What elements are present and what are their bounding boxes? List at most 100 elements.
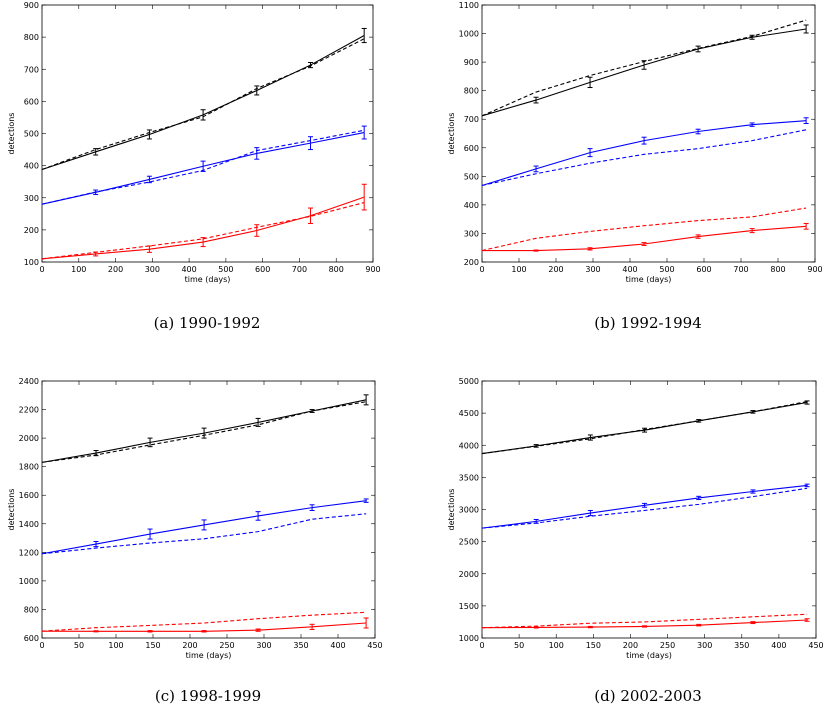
x-tick-label: 200 [182,641,197,650]
y-tick-label: 600 [24,634,39,643]
x-tick-label: 200 [108,265,123,274]
y-tick-label: 800 [24,33,39,42]
x-tick-label: 400 [181,265,196,274]
series-line-1 [41,38,365,170]
y-tick-label: 1100 [459,1,479,10]
y-axis-label: detections [7,489,16,531]
x-tick-label: 700 [292,265,307,274]
panel-caption: (b) 1992-1994 [594,314,702,332]
y-tick-label: 200 [464,258,479,267]
series-line-5 [41,611,367,632]
y-tick-label: 500 [24,130,39,139]
x-tick-label: 600 [255,265,270,274]
y-tick-label: 600 [24,97,39,106]
y-tick-label: 2000 [19,434,39,443]
x-tick-label: 50 [514,641,524,650]
y-tick-label: 3000 [459,506,479,515]
series-line-3 [41,129,365,205]
y-tick-label: 700 [464,115,479,124]
x-tick-label: 100 [511,265,526,274]
axes-frame [41,380,376,639]
y-tick-label: 1800 [19,463,39,472]
panel-caption: (d) 2002-2003 [594,687,702,705]
x-tick-label: 100 [549,641,564,650]
series-line-3 [481,487,808,529]
y-tick-label: 1000 [459,634,479,643]
x-tick-label: 400 [330,641,345,650]
x-tick-label: 400 [622,265,637,274]
y-tick-label: 1600 [19,491,39,500]
x-tick-label: 200 [548,265,563,274]
y-tick-label: 800 [24,605,39,614]
x-tick-label: 600 [696,265,711,274]
x-tick-label: 150 [586,641,601,650]
y-tick-label: 600 [464,144,479,153]
x-tick-label: 150 [145,641,160,650]
series-line-4 [41,196,365,260]
y-tick-label: 4000 [459,441,479,450]
y-tick-label: 300 [464,229,479,238]
x-tick-label: 500 [218,265,233,274]
x-axis-label: time (days) [626,275,672,284]
series-line-0 [41,35,365,171]
x-tick-label: 700 [733,265,748,274]
y-axis-label: detections [447,113,456,155]
x-axis-label: time (days) [626,651,672,660]
panel-caption: (a) 1990-1992 [154,314,261,332]
y-tick-label: 700 [24,65,39,74]
y-tick-label: 500 [464,172,479,181]
x-tick-label: 800 [770,265,785,274]
y-tick-label: 1400 [19,520,39,529]
y-tick-label: 800 [464,87,479,96]
y-tick-label: 1200 [19,548,39,557]
series-line-5 [481,207,807,252]
x-tick-label: 200 [623,641,638,650]
y-tick-label: 400 [24,162,39,171]
panel-caption: (c) 1998-1999 [155,687,261,705]
y-tick-label: 2200 [19,406,39,415]
x-tick-label: 300 [697,641,712,650]
y-axis-label: detections [447,489,456,531]
y-tick-label: 2500 [459,538,479,547]
x-tick-label: 300 [585,265,600,274]
x-tick-label: 400 [771,641,786,650]
y-tick-label: 100 [24,258,39,267]
chart-panel-1: 0 100 200 300 400 500 600 700 800 900 200 300 400 500… [447,1,823,332]
x-tick-label: 100 [71,265,86,274]
x-tick-label: 900 [807,265,822,274]
x-tick-label: 350 [734,641,749,650]
series-line-1 [481,19,807,117]
series-line-4 [482,225,807,252]
x-tick-label: 450 [808,641,823,650]
axes-frame [481,380,817,639]
x-tick-label: 0 [39,641,44,650]
x-tick-label: 100 [108,641,123,650]
y-tick-label: 4500 [459,409,479,418]
y-tick-label: 2000 [459,570,479,579]
y-tick-label: 5000 [459,377,479,386]
series-line-3 [481,129,807,187]
x-tick-label: 0 [479,265,484,274]
series-line-0 [481,28,807,117]
x-axis-label: time (days) [186,651,232,660]
chart-panel-2: 0 50 100 150 200 250 300 350 400 450 600 800 1000 120… [7,377,383,705]
y-tick-label: 1000 [459,30,479,39]
x-tick-label: 0 [479,641,484,650]
y-tick-label: 2400 [19,377,39,386]
x-tick-label: 800 [329,265,344,274]
series-line-4 [41,622,367,632]
series-line-3 [41,513,367,555]
series-line-5 [481,613,808,629]
chart-panel-0: 0 100 200 300 400 500 600 700 800 900100200300400… [7,1,381,332]
x-tick-label: 0 [39,265,44,274]
axes-frame [481,4,816,263]
x-tick-label: 300 [145,265,160,274]
y-tick-label: 1500 [459,602,479,611]
series-line-2 [481,120,807,186]
y-axis-label: detections [7,113,16,155]
y-tick-label: 200 [24,226,39,235]
y-tick-label: 900 [464,58,479,67]
x-tick-label: 350 [293,641,308,650]
chart-panel-3: 0 50 100 150 200 250 300 350 400 450 1000 1500 2000 2… [447,377,824,705]
